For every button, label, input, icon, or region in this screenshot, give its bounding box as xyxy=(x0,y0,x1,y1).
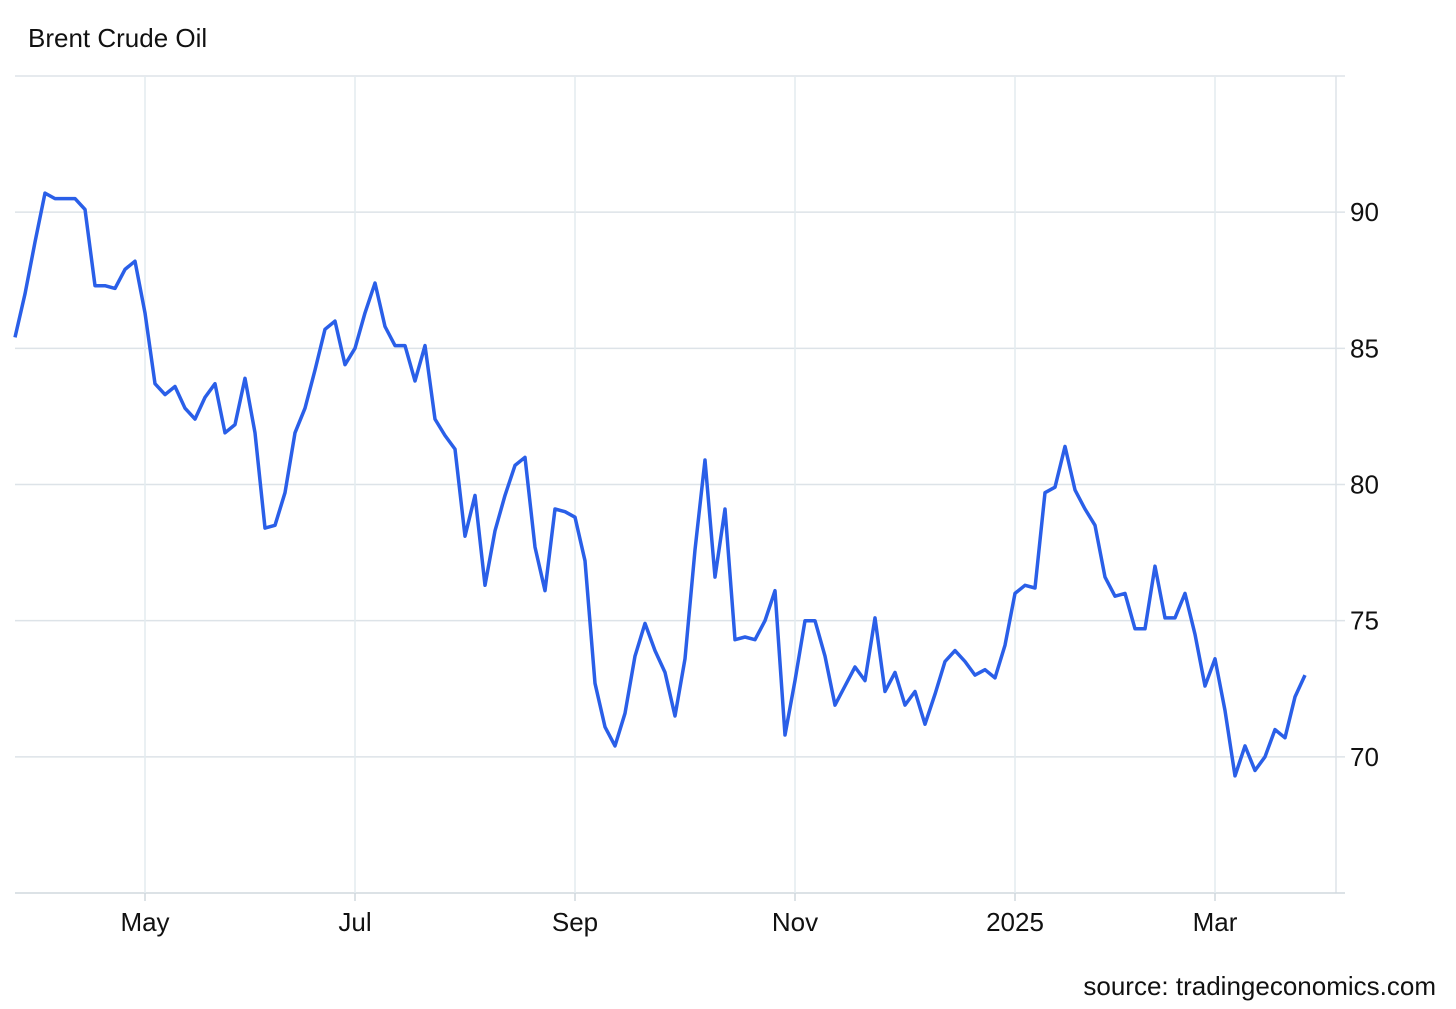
x-tick-label: Nov xyxy=(772,907,818,937)
x-tick-label: May xyxy=(120,907,169,937)
y-tick-label: 90 xyxy=(1350,197,1379,227)
x-tick-label: Sep xyxy=(552,907,598,937)
y-tick-label: 70 xyxy=(1350,742,1379,772)
chart-title: Brent Crude Oil xyxy=(28,23,207,53)
x-tick-label: Mar xyxy=(1193,907,1238,937)
y-tick-label: 75 xyxy=(1350,606,1379,636)
x-tick-label: Jul xyxy=(338,907,371,937)
y-tick-label: 80 xyxy=(1350,470,1379,500)
price-line xyxy=(13,191,1307,778)
source-note: source: tradingeconomics.com xyxy=(1083,971,1436,1001)
y-tick-label: 85 xyxy=(1350,333,1379,363)
x-tick-label: 2025 xyxy=(986,907,1044,937)
